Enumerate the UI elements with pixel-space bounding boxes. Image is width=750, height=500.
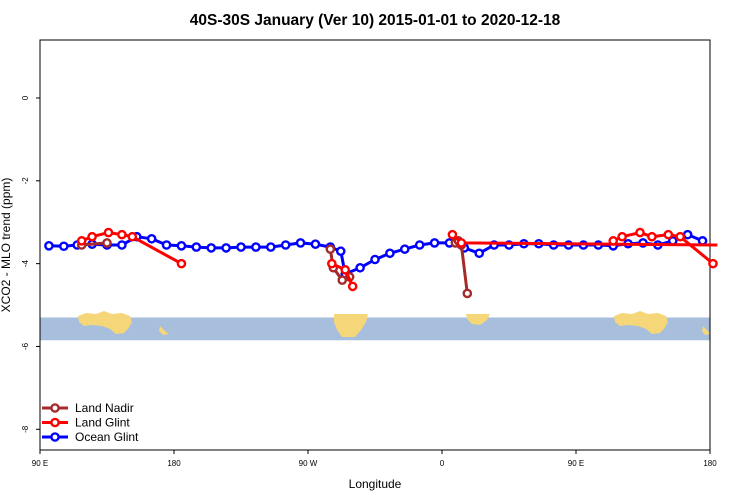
data-point <box>102 238 112 248</box>
data-point <box>76 236 87 246</box>
data-point <box>456 238 467 248</box>
data-point <box>310 239 321 249</box>
y-tick-label: 0 <box>21 95 30 100</box>
data-point <box>206 243 217 253</box>
data-point <box>429 238 440 248</box>
data-point <box>295 238 306 248</box>
data-point <box>447 229 458 240</box>
data-point <box>221 243 231 253</box>
legend-label: Land Nadir <box>75 401 134 415</box>
data-point <box>337 275 348 286</box>
data-point <box>335 246 346 257</box>
data-point <box>675 231 686 242</box>
legend-item: Land Glint <box>42 416 130 430</box>
map-land-australia-2 <box>614 311 668 334</box>
data-point <box>44 241 54 251</box>
data-point <box>617 231 627 242</box>
data-point <box>146 233 157 244</box>
series-ocean-glint <box>44 229 708 279</box>
data-point <box>608 236 619 246</box>
legend-label: Land Glint <box>75 416 130 430</box>
data-point <box>370 254 380 265</box>
legend-item: Land Nadir <box>42 401 134 415</box>
data-point <box>117 229 127 240</box>
legend-item: Ocean Glint <box>42 430 139 444</box>
data-point <box>708 258 718 269</box>
data-point <box>103 227 114 238</box>
data-point <box>385 248 395 259</box>
data-point <box>87 231 97 242</box>
x-tick-label: 90 E <box>32 459 48 468</box>
y-tick-label: -2 <box>21 177 30 185</box>
data-point <box>355 262 365 273</box>
x-tick-label: 0 <box>440 459 445 468</box>
x-tick-label: 180 <box>703 459 717 468</box>
data-point <box>474 248 485 259</box>
data-point <box>280 240 291 250</box>
data-point <box>161 240 172 250</box>
data-point <box>327 258 337 269</box>
series-land-glint <box>76 227 718 292</box>
data-point <box>663 229 674 240</box>
map-land-south-america <box>334 314 368 337</box>
data-point <box>176 258 187 269</box>
data-point <box>462 288 473 299</box>
data-point <box>414 240 425 250</box>
data-point <box>265 242 276 252</box>
data-point <box>347 281 358 292</box>
x-axis: 90 E 180 90 W 0 90 E 180 <box>32 450 717 468</box>
data-point <box>399 244 410 254</box>
map-land-south-africa <box>466 314 490 325</box>
x-axis-label: Longitude <box>349 477 402 491</box>
data-point <box>635 227 645 238</box>
x-tick-label: 90 W <box>299 459 318 468</box>
data-point <box>176 241 187 251</box>
y-tick-label: -6 <box>21 342 30 350</box>
data-point <box>647 231 657 242</box>
y-tick-label: -8 <box>21 425 30 433</box>
data-point <box>117 240 127 250</box>
y-tick-label: -4 <box>21 260 30 268</box>
y-axis-label: XCO2 - MLO trend (ppm) <box>0 178 13 313</box>
chart-title: 40S-30S January (Ver 10) 2015-01-01 to 2… <box>190 12 561 29</box>
data-point <box>59 241 69 252</box>
data-point <box>325 244 336 254</box>
y-axis: 0 -2 -4 -6 -8 <box>21 95 40 433</box>
legend-swatch-marker <box>50 417 60 428</box>
data-point <box>191 242 202 252</box>
map-land-new-zealand-2 <box>702 326 710 335</box>
data-point <box>340 265 351 275</box>
legend-swatch-marker <box>50 432 60 442</box>
world-map-strip <box>40 311 710 341</box>
map-ocean <box>40 317 710 341</box>
map-land-new-zealand <box>159 326 169 335</box>
map-land-australia <box>78 311 132 334</box>
data-point <box>127 231 138 242</box>
series-layer <box>44 227 718 299</box>
x-tick-label: 180 <box>167 459 181 468</box>
data-point <box>682 229 693 240</box>
data-point <box>236 242 246 252</box>
data-point <box>251 242 261 252</box>
series-line <box>48 233 704 276</box>
legend-label: Ocean Glint <box>75 430 139 444</box>
legend-swatch-marker <box>50 403 60 413</box>
x-tick-label: 90 E <box>568 459 584 468</box>
